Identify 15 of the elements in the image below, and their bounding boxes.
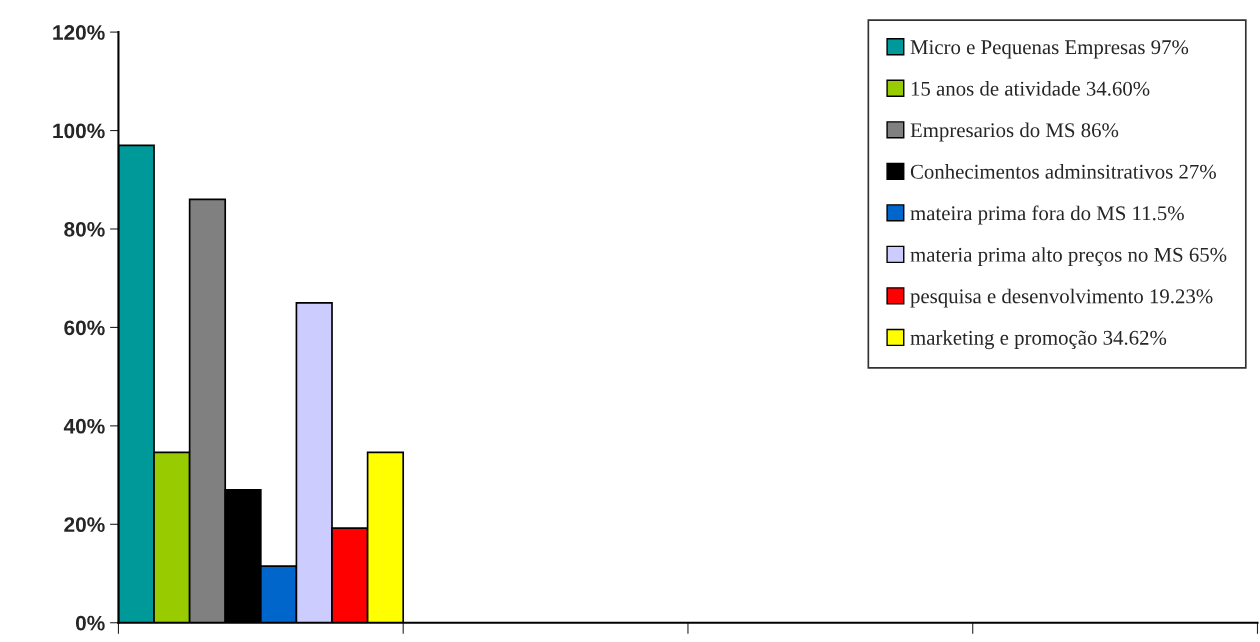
legend-label: marketing e promoção 34.62% — [910, 330, 1167, 350]
legend-label: Empresarios do MS 86% — [910, 122, 1119, 142]
legend-label: 15 anos de atividade 34.60% — [911, 81, 1150, 96]
legend-label: Conhecimentos adminsitrativos 27% — [910, 164, 1216, 179]
legend-label: Micro e Pequenas Empresas 97% — [910, 40, 1189, 59]
y-tick-label: 120% — [53, 25, 105, 40]
y-tick-label: 0% — [75, 615, 105, 631]
legend-label: mateira prima fora do MS 11.5% — [910, 205, 1184, 225]
legend-label: pesquisa e desenvolvimento 19.23% — [910, 288, 1213, 308]
legend-label: materia prima alto preços no MS 65% — [910, 247, 1227, 267]
y-tick-label: 100% — [53, 123, 105, 139]
y-tick-label: 20% — [64, 517, 105, 533]
y-tick-label: 80% — [64, 221, 105, 237]
y-tick-label: 40% — [63, 418, 105, 434]
y-tick-label: 60% — [64, 320, 105, 336]
